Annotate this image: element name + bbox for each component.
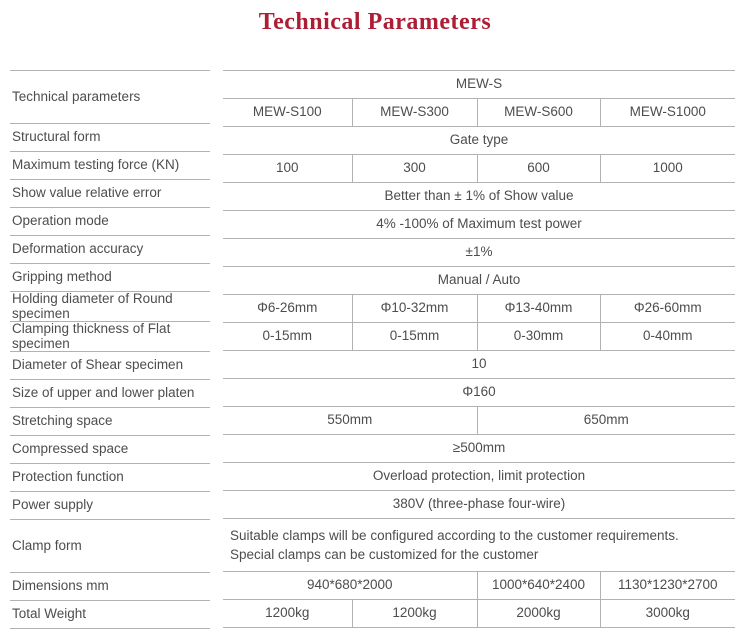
param-label-max-testing-force: Maximum testing force (KN): [10, 151, 210, 180]
table-row: MEW-S100 MEW-S300 MEW-S600 MEW-S1000: [223, 98, 735, 127]
max-force-value: 100: [223, 154, 352, 183]
stretching-space-value: 550mm: [223, 406, 477, 435]
param-label-power-supply: Power supply: [10, 491, 210, 520]
clamp-form-line2: Special clamps can be customized for the…: [230, 547, 539, 562]
total-weight-value: 1200kg: [351, 599, 477, 628]
table-row: 940*680*2000 1000*640*2400 1130*1230*270…: [223, 571, 735, 600]
param-label-flat-specimen: Clamping thickness of Flat specimen: [10, 321, 210, 352]
dimensions-value: 1000*640*2400: [476, 571, 600, 600]
spec-table-layout: Technical parameters Structural form Max…: [0, 70, 750, 629]
param-label-round-specimen: Holding diameter of Round specimen: [10, 291, 210, 322]
table-row: Protection function: [10, 463, 210, 492]
param-label-deformation-accuracy: Deformation accuracy: [10, 235, 210, 264]
flat-specimen-value: 0-30mm: [476, 322, 600, 351]
shear-specimen-value: 10: [223, 350, 735, 379]
table-row: Manual / Auto: [223, 266, 735, 295]
max-force-value: 300: [351, 154, 477, 183]
dimensions-value: 1130*1230*2700: [599, 571, 735, 600]
param-label-stretching-space: Stretching space: [10, 407, 210, 436]
table-row: 380V (three-phase four-wire): [223, 490, 735, 519]
flat-specimen-value: 0-40mm: [599, 322, 735, 351]
table-row: Compressed space: [10, 435, 210, 464]
table-row: Stretching space: [10, 407, 210, 436]
table-row: Suitable clamps will be configured accor…: [223, 518, 735, 572]
param-label-clamp-form: Clamp form: [10, 519, 210, 573]
round-specimen-value: Φ10-32mm: [351, 294, 477, 323]
total-weight-value: 1200kg: [223, 599, 352, 628]
series-header-cell: MEW-S: [223, 70, 735, 99]
model-header-cell: MEW-S1000: [599, 98, 735, 127]
deformation-accuracy-value: ±1%: [223, 238, 735, 267]
table-row: Show value relative error: [10, 179, 210, 208]
table-row: 0-15mm 0-15mm 0-30mm 0-40mm: [223, 322, 735, 351]
table-row: Gripping method: [10, 263, 210, 292]
flat-specimen-value: 0-15mm: [351, 322, 477, 351]
model-header-cell: MEW-S100: [223, 98, 352, 127]
parameter-labels-table: Technical parameters Structural form Max…: [10, 70, 210, 629]
table-row: 10: [223, 350, 735, 379]
round-specimen-value: Φ6-26mm: [223, 294, 352, 323]
param-label-platen-size: Size of upper and lower platen: [10, 379, 210, 408]
table-row: Total Weight: [10, 600, 210, 629]
table-row: Gate type: [223, 126, 735, 155]
table-row: Technical parameters: [10, 70, 210, 124]
operation-mode-value: 4% -100% of Maximum test power: [223, 210, 735, 239]
page-title: Technical Parameters: [258, 9, 492, 35]
dimensions-value: 940*680*2000: [223, 571, 477, 600]
table-row: Diameter of Shear specimen: [10, 351, 210, 380]
table-row: Overload protection, limit protection: [223, 462, 735, 491]
platen-size-value: Φ160: [223, 378, 735, 407]
stretching-space-value: 650mm: [476, 406, 735, 435]
table-row: Holding diameter of Round specimen: [10, 291, 210, 322]
param-label-protection-function: Protection function: [10, 463, 210, 492]
clamp-form-value: Suitable clamps will be configured accor…: [223, 518, 735, 572]
total-weight-value: 3000kg: [599, 599, 735, 628]
param-label-total-weight: Total Weight: [10, 600, 210, 629]
max-force-value: 600: [476, 154, 600, 183]
table-row: Clamping thickness of Flat specimen: [10, 321, 210, 352]
param-labels-header: Technical parameters: [10, 70, 210, 124]
table-row: Size of upper and lower platen: [10, 379, 210, 408]
table-row: 550mm 650mm: [223, 406, 735, 435]
table-row: Maximum testing force (KN): [10, 151, 210, 180]
param-label-show-value-error: Show value relative error: [10, 179, 210, 208]
table-row: 4% -100% of Maximum test power: [223, 210, 735, 239]
table-row: Dimensions mm: [10, 572, 210, 601]
round-specimen-value: Φ26-60mm: [599, 294, 735, 323]
param-label-structural-form: Structural form: [10, 123, 210, 152]
table-row: Clamp form: [10, 519, 210, 573]
table-row: MEW-S: [223, 70, 735, 99]
protection-function-value: Overload protection, limit protection: [223, 462, 735, 491]
power-supply-value: 380V (three-phase four-wire): [223, 490, 735, 519]
gripping-method-value: Manual / Auto: [223, 266, 735, 295]
total-weight-value: 2000kg: [476, 599, 600, 628]
param-label-gripping-method: Gripping method: [10, 263, 210, 292]
model-header-cell: MEW-S300: [351, 98, 477, 127]
param-label-compressed-space: Compressed space: [10, 435, 210, 464]
table-row: Operation mode: [10, 207, 210, 236]
max-force-value: 1000: [599, 154, 735, 183]
round-specimen-value: Φ13-40mm: [476, 294, 600, 323]
table-row: Better than ± 1% of Show value: [223, 182, 735, 211]
table-row: ±1%: [223, 238, 735, 267]
table-row: 100 300 600 1000: [223, 154, 735, 183]
table-row: 1200kg 1200kg 2000kg 3000kg: [223, 599, 735, 628]
flat-specimen-value: 0-15mm: [223, 322, 352, 351]
clamp-form-line1: Suitable clamps will be configured accor…: [230, 528, 679, 543]
parameter-values-table: MEW-S MEW-S100 MEW-S300 MEW-S600 MEW-S10…: [223, 70, 735, 628]
model-header-cell: MEW-S600: [476, 98, 600, 127]
table-row: Deformation accuracy: [10, 235, 210, 264]
param-label-shear-specimen: Diameter of Shear specimen: [10, 351, 210, 380]
structural-form-value: Gate type: [223, 126, 735, 155]
table-row: Φ6-26mm Φ10-32mm Φ13-40mm Φ26-60mm: [223, 294, 735, 323]
table-row: Structural form: [10, 123, 210, 152]
table-row: ≥500mm: [223, 434, 735, 463]
param-label-operation-mode: Operation mode: [10, 207, 210, 236]
show-value-error-value: Better than ± 1% of Show value: [223, 182, 735, 211]
table-row: Φ160: [223, 378, 735, 407]
param-label-dimensions: Dimensions mm: [10, 572, 210, 601]
table-row: Power supply: [10, 491, 210, 520]
compressed-space-value: ≥500mm: [223, 434, 735, 463]
